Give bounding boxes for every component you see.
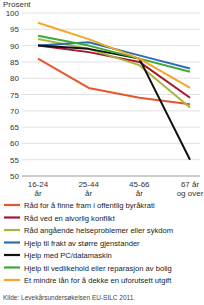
x-tick-label-line: år <box>85 189 92 198</box>
y-tick-label: 85 <box>10 58 19 67</box>
x-axis-line <box>22 176 200 177</box>
legend-label: Hjelp med PC/datamaskin <box>24 251 112 260</box>
grid-line <box>22 159 200 160</box>
legend-swatch <box>4 279 20 281</box>
y-tick-label: 65 <box>10 123 19 132</box>
series-line <box>38 23 190 88</box>
y-tick-label: 75 <box>10 91 19 100</box>
grid-line <box>22 29 200 30</box>
x-tick-label-line: 25-44 <box>78 180 99 189</box>
x-tick-label-line: år <box>34 189 41 198</box>
legend-label: Råd angående helseproblemer eller sykdom <box>24 226 173 235</box>
x-tick-label-line: og over <box>177 189 204 198</box>
y-tick-label: 50 <box>10 172 19 181</box>
y-tick-label: 90 <box>10 42 19 51</box>
y-tick-label: 60 <box>10 139 19 148</box>
x-tick-label-line: 16-24 <box>28 180 49 189</box>
plot-area <box>38 23 190 160</box>
x-tick-label-line: 45-66 <box>129 180 150 189</box>
y-tick-label: 100 <box>6 9 20 18</box>
legend-label: Hjelp til vedlikehold eller reparasjon a… <box>24 264 172 273</box>
series-line <box>38 36 190 72</box>
x-tick-label: 16-24år <box>28 180 49 198</box>
grid-line <box>22 61 200 62</box>
series-line <box>38 46 190 160</box>
legend-label: Et mindre lån for å dekke en uforutsett … <box>24 276 172 285</box>
x-tick-label: 25-44år <box>78 180 99 198</box>
chart-root: Prosent5055606570758085909510016-24år25-… <box>0 0 204 305</box>
legend-swatch <box>4 204 20 206</box>
x-tick-label: 45-66år <box>129 180 150 198</box>
y-tick-label: 95 <box>10 25 19 34</box>
x-tick-label: 67 årog over <box>177 180 204 198</box>
legend-swatch <box>4 216 20 218</box>
x-tick-label-line: 67 år <box>181 180 200 189</box>
legend-label: Hjelp til frakt av større gjenstander <box>24 239 140 248</box>
grid-line <box>22 176 200 177</box>
legend-label: Råd ved en alvorlig konflikt <box>24 214 116 223</box>
y-tick-label: 55 <box>10 156 19 165</box>
grid-line <box>22 13 200 14</box>
chart: Prosent5055606570758085909510016-24år25-… <box>0 0 204 305</box>
legend-swatch <box>4 254 20 256</box>
legend-label: Råd for å finne fram i offentlig byråkra… <box>24 201 155 210</box>
grid-line <box>22 110 200 111</box>
y-tick-label: 70 <box>10 107 19 116</box>
source: Kilde: Levekårsundersøkelsen EU-SILC 201… <box>3 294 135 301</box>
y-tick-label: 80 <box>10 74 19 83</box>
grid-line <box>22 143 200 144</box>
legend-swatch <box>4 266 20 268</box>
y-axis-label: Prosent <box>3 0 31 9</box>
legend-swatch <box>4 241 20 243</box>
x-tick-label-line: år <box>136 189 143 198</box>
legend-swatch <box>4 229 20 231</box>
